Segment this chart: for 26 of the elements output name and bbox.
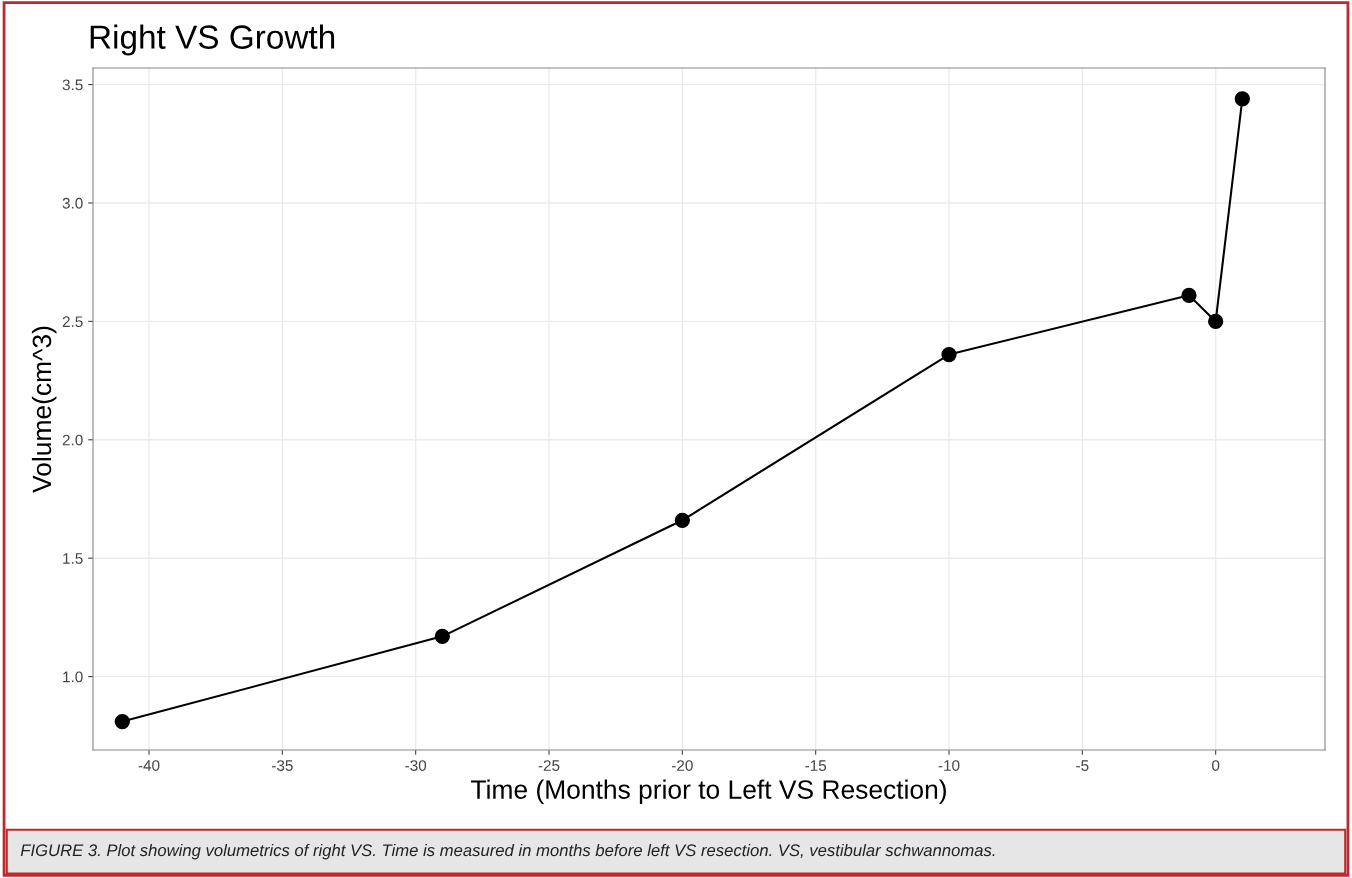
- x-tick-label: -30: [405, 760, 427, 771]
- y-tick-label: 2.0: [62, 434, 83, 446]
- x-tick-label: -25: [538, 760, 560, 771]
- x-tick-label: -35: [271, 760, 293, 771]
- y-tick-label: 3.5: [62, 79, 83, 91]
- x-tick-label: -20: [671, 760, 693, 771]
- x-tick-label: 0: [1212, 760, 1220, 771]
- point: [114, 713, 130, 730]
- chart-title: Right VS Growth: [90, 24, 335, 56]
- point: [1234, 91, 1250, 107]
- point: [674, 512, 690, 528]
- point: [941, 346, 957, 363]
- y-tick-label: 1.0: [63, 671, 83, 683]
- x-tick-label: -40: [138, 760, 160, 771]
- point: [1181, 287, 1197, 303]
- y-tick-label: 2.5: [62, 316, 83, 328]
- caption: FIGURE 3. Plot showing volumetrics of right VS. Time is measured in months before left VS resection. VS, vestibular schwannomas.: [20, 843, 995, 860]
- x-axis-title: Time (Months prior to Left VS Resection): [471, 779, 946, 805]
- y-axis-title: Volume(cm^3): [31, 326, 57, 493]
- y-tick-label: 3.0: [62, 197, 83, 209]
- point: [1208, 313, 1224, 330]
- point: [434, 628, 450, 644]
- x-tick-label: -10: [938, 760, 960, 771]
- x-tick-label: -5: [1076, 760, 1089, 771]
- y-tick-label: 1.5: [63, 553, 83, 564]
- x-tick-label: -15: [805, 760, 827, 771]
